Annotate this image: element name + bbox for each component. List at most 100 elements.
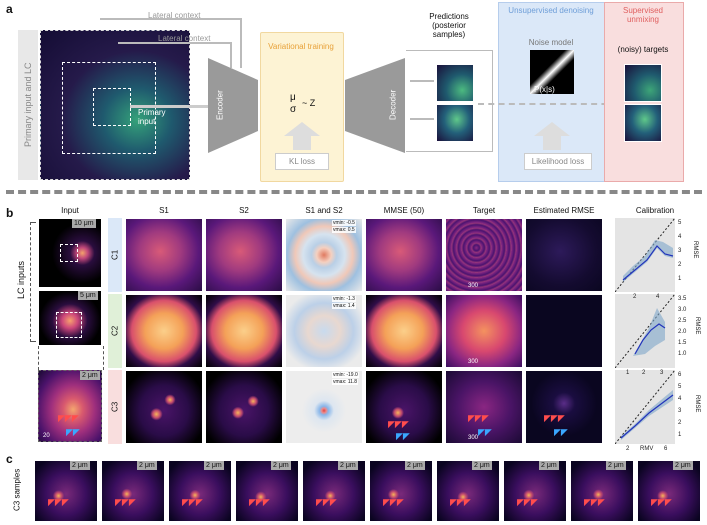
sample-6-arrows: ◤◤◤ <box>383 497 404 507</box>
c3-s1 <box>125 370 203 444</box>
c3-est-red-arrows: ◤◤◤ <box>544 413 565 423</box>
c3-ytick-1: 5 <box>678 384 682 390</box>
c3-xtick-1: RMV <box>640 446 654 452</box>
c1-vmin: vmin: -0.5 <box>332 220 356 226</box>
scalebar-10um: 10 μm <box>72 219 96 228</box>
c1-xtick-1: 4 <box>656 294 660 300</box>
sample-6 <box>369 460 433 522</box>
sample-2 <box>101 460 165 522</box>
c3-est-rmse <box>525 370 603 444</box>
input-hist-label: 20 <box>43 433 50 439</box>
c3-ylabel: RMSE <box>694 395 700 413</box>
input-blue-arrows: ◤◤ <box>66 427 80 437</box>
c3-s2 <box>205 370 283 444</box>
c3-mmse-red-arrows: ◤◤◤ <box>388 419 409 429</box>
input-lc-large <box>38 218 102 288</box>
sample-3 <box>168 460 232 522</box>
sample-7-scale: 2 μm <box>472 461 492 470</box>
c3-est-blue-arrows: ◤◤ <box>554 427 568 437</box>
mu-symbol: μ <box>290 92 296 103</box>
calib-plot-c1 <box>615 218 675 292</box>
lateral-context-label-2: Lateral context <box>158 34 211 43</box>
c1-xtick-0: 2 <box>633 294 637 300</box>
input-red-arrows: ◤◤◤ <box>58 413 79 423</box>
c3-mmse-blue-arrows: ◤◤ <box>396 431 410 441</box>
unmix-label: Supervised unmixing <box>622 6 664 24</box>
primary-arrow <box>130 105 208 108</box>
c3-xtick-2: 6 <box>664 446 668 452</box>
header-calibration: Calibration <box>635 206 675 215</box>
predictions-label: Predictions (posterior samples) <box>429 12 469 39</box>
lateral-line-2 <box>118 42 232 68</box>
c2-xtick-1: 2 <box>642 370 646 376</box>
sample-10-arrows: ◤◤◤ <box>651 497 672 507</box>
c2-ytick-1: 3.0 <box>678 307 687 313</box>
c2-ytick-3: 2.0 <box>678 329 687 335</box>
c2-est-rmse <box>525 294 603 368</box>
sample-4 <box>235 460 299 522</box>
pred-arrow-2 <box>410 118 434 120</box>
encoder-label: Encoder <box>215 90 225 120</box>
header-s1: S1 <box>159 206 169 215</box>
c1-mmse <box>365 218 443 292</box>
sample-3-arrows: ◤◤◤ <box>182 497 203 507</box>
input-lc-medium <box>38 290 102 346</box>
prediction-sample-2 <box>436 104 474 142</box>
c1-target <box>445 218 523 292</box>
lc-inputs-label: LC inputs <box>16 260 26 300</box>
c1-ytick-0: 5 <box>678 220 682 226</box>
panel-a-letter: a <box>6 2 13 16</box>
c3-target-blue-arrows: ◤◤ <box>478 427 492 437</box>
c2-ytick-5: 1.0 <box>678 351 687 357</box>
header-s2: S2 <box>239 206 249 215</box>
c3-samples-label: C3 samples <box>12 468 22 512</box>
samples-row: 2 μm ◤◤◤ 2 μm ◤◤◤ 2 μm ◤◤◤ 2 μm ◤◤◤ 2 μm… <box>34 460 704 522</box>
c2-xtick-0: 1 <box>626 370 630 376</box>
sample-8 <box>503 460 567 522</box>
zoom-line <box>38 346 104 370</box>
row-tag-c2: C2 <box>108 294 122 368</box>
row-tag-c3: C3 <box>108 370 122 444</box>
denoise-label: Unsupervised denoising <box>508 6 594 15</box>
sample-1-scale: 2 μm <box>70 461 90 470</box>
targets-label: (noisy) targets <box>617 45 669 54</box>
c3-ytick-2: 4 <box>678 396 682 402</box>
lc-inputs-bracket <box>30 222 36 342</box>
c1-est-rmse <box>525 218 603 292</box>
c1-ytick-3: 2 <box>678 262 682 268</box>
sample-10-scale: 2 μm <box>673 461 693 470</box>
sample-5 <box>302 460 366 522</box>
likelihood-loss-box: Likelihood loss <box>524 153 592 170</box>
sample-7-arrows: ◤◤◤ <box>450 497 471 507</box>
sample-2-scale: 2 μm <box>137 461 157 470</box>
c3-xtick-0: 2 <box>626 446 630 452</box>
side-label-primary: Primary input and LC <box>23 62 33 148</box>
header-s1-s2: S1 and S2 <box>305 206 343 215</box>
sample-9 <box>570 460 634 522</box>
c3-target-red-arrows: ◤◤◤ <box>468 413 489 423</box>
row-tag-c1: C1 <box>108 218 122 292</box>
c2-ytick-2: 2.5 <box>678 318 687 324</box>
kl-arrow <box>284 122 320 150</box>
sample-8-arrows: ◤◤◤ <box>517 497 538 507</box>
scalebar-5um: 5 μm <box>78 291 98 300</box>
scalebar-2um-input: 2 μm <box>80 371 100 380</box>
lateral-line-1 <box>100 18 242 68</box>
lc-inner-box <box>62 62 156 154</box>
c2-mmse <box>365 294 443 368</box>
c2-ylabel: RMSE <box>694 317 700 335</box>
panel-c-letter: c <box>6 452 13 466</box>
c2-s2 <box>205 294 283 368</box>
c1-ylabel: RMSE <box>692 241 698 259</box>
c3-target <box>445 370 523 444</box>
primary-input-box <box>93 88 131 126</box>
sample-7 <box>436 460 500 522</box>
c1-s2 <box>205 218 283 292</box>
target-image-2 <box>624 104 662 142</box>
likelihood-arrow <box>534 122 570 150</box>
sample-5-scale: 2 μm <box>338 461 358 470</box>
section-separator <box>6 190 702 194</box>
input-primary <box>38 370 102 442</box>
sample-1 <box>34 460 98 522</box>
variational-label: Variational training <box>268 42 334 51</box>
